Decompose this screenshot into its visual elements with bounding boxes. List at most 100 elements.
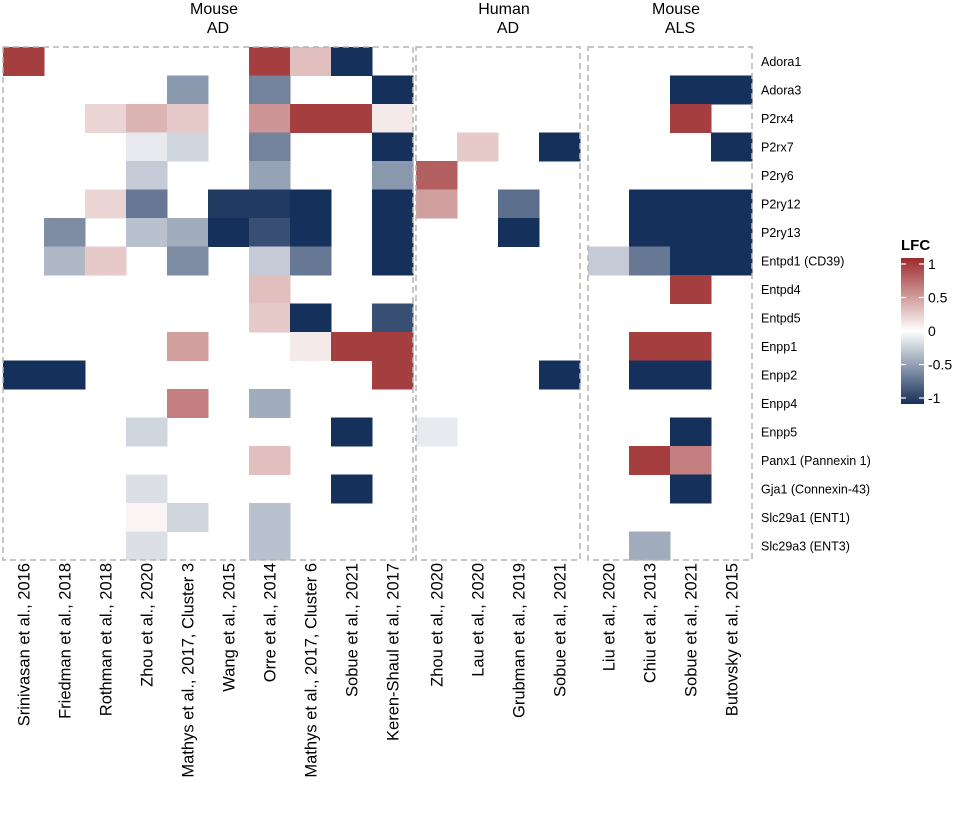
study-label: Zhou et al., 2020 (429, 563, 447, 687)
heatmap-cell (249, 132, 291, 162)
heatmap-cell (539, 360, 581, 390)
study-label: Sobue et al., 2021 (344, 563, 362, 697)
heatmap-cell (290, 189, 332, 219)
gene-label: Enpp5 (761, 425, 797, 439)
heatmap-cell (372, 132, 414, 162)
heatmap-cell (85, 246, 127, 276)
heatmap-cell (670, 189, 712, 219)
heatmap-cell (711, 189, 753, 219)
study-label: Keren-Shaul et al., 2017 (385, 563, 403, 741)
gene-label: Entpd4 (761, 283, 801, 297)
gene-label: Adora3 (761, 83, 801, 97)
heatmap-cell (249, 503, 291, 532)
heatmap-cell (629, 246, 671, 276)
gene-label: Enpp1 (761, 340, 797, 354)
heatmap-cell (416, 161, 458, 190)
panel-border (415, 46, 581, 561)
heatmap-cell (290, 47, 332, 76)
study-label: Zhou et al., 2020 (139, 563, 157, 687)
gene-label: Enpp4 (761, 397, 797, 411)
heatmap-cell (372, 246, 414, 276)
gene-label: Gja1 (Connexin-43) (761, 482, 870, 496)
heatmap-cell (126, 474, 168, 504)
heatmap-cell (498, 189, 540, 219)
gene-label: Entpd5 (761, 311, 801, 325)
heatmap-cell (167, 246, 209, 276)
heatmap-cell (167, 104, 209, 133)
gene-label: P2ry13 (761, 226, 801, 240)
heatmap-cell (711, 75, 753, 105)
panel-title: AD (207, 20, 229, 37)
heatmap-cell (290, 104, 332, 133)
gene-label: Enpp2 (761, 368, 797, 382)
legend-tick-label: 0 (928, 323, 936, 339)
heatmap-cell (372, 360, 414, 390)
heatmap-cell (167, 75, 209, 105)
heatmap-cell (3, 47, 45, 76)
heatmap-cells (3, 47, 753, 561)
heatmap-cell (670, 360, 712, 390)
study-label: Chiu et al., 2013 (642, 563, 660, 683)
study-label: Sobue et al., 2021 (552, 563, 570, 697)
heatmap-cell (126, 104, 168, 133)
legend: LFC 1 0.5 0 -0.5 -1 (901, 237, 952, 406)
study-label: Orre et al., 2014 (262, 563, 280, 682)
heatmap-cell (372, 332, 414, 361)
heatmap-cell (290, 218, 332, 247)
panel-title: AD (497, 20, 519, 37)
heatmap-cell (249, 189, 291, 219)
panel-border (587, 46, 753, 561)
heatmap-cell (126, 161, 168, 190)
heatmap-cell (629, 446, 671, 475)
heatmap-cell (670, 417, 712, 447)
gene-label: Panx1 (Pannexin 1) (761, 454, 871, 468)
heatmap-cell (167, 132, 209, 162)
heatmap-cell (372, 189, 414, 219)
study-labels: Srinivasan et al., 2016 Friedman et al., … (16, 563, 742, 778)
heatmap-cell (126, 189, 168, 219)
heatmap-cell (44, 360, 86, 390)
heatmap-cell (290, 303, 332, 333)
study-label: Mathys et al., 2017, Cluster 3 (180, 563, 198, 778)
heatmap-cell (290, 332, 332, 361)
heatmap-cell (670, 246, 712, 276)
heatmap-cell (670, 275, 712, 304)
heatmap-cell (249, 446, 291, 475)
heatmap-cell (249, 104, 291, 133)
heatmap-cell (126, 132, 168, 162)
panel-title: Mouse (652, 1, 700, 18)
heatmap-cell (670, 104, 712, 133)
heatmap-cell (331, 332, 373, 361)
gene-label: P2rx4 (761, 112, 794, 126)
heatmap-cell (249, 246, 291, 276)
heatmap-cell (331, 47, 373, 76)
heatmap-cell (711, 218, 753, 247)
gene-label: P2ry12 (761, 197, 801, 211)
legend-colorbar (901, 258, 924, 404)
gene-label: Slc29a1 (ENT1) (761, 511, 850, 525)
heatmap-cell (670, 218, 712, 247)
heatmap-cell (126, 218, 168, 247)
heatmap-cell (249, 303, 291, 333)
study-label: Rothman et al., 2018 (98, 563, 116, 716)
heatmap-cell (711, 246, 753, 276)
study-label: Grubman et al., 2019 (511, 563, 529, 718)
panel-title: ALS (665, 20, 695, 37)
legend-tick-label: 1 (928, 256, 936, 272)
heatmap-cell (126, 531, 168, 561)
heatmap-cell (85, 104, 127, 133)
gene-label: P2rx7 (761, 140, 794, 154)
heatmap-cell (167, 389, 209, 418)
legend-title: LFC (901, 237, 930, 254)
heatmap-cell (670, 474, 712, 504)
heatmap-cell (711, 132, 753, 162)
heatmap-cell (44, 218, 86, 247)
gene-label: Slc29a3 (ENT3) (761, 539, 850, 553)
heatmap-cell (290, 246, 332, 276)
heatmap-cell (372, 303, 414, 333)
heatmap-cell (208, 218, 250, 247)
gene-label: Adora1 (761, 55, 801, 69)
heatmap-cell (372, 104, 414, 133)
panel-title: Mouse (190, 1, 238, 18)
